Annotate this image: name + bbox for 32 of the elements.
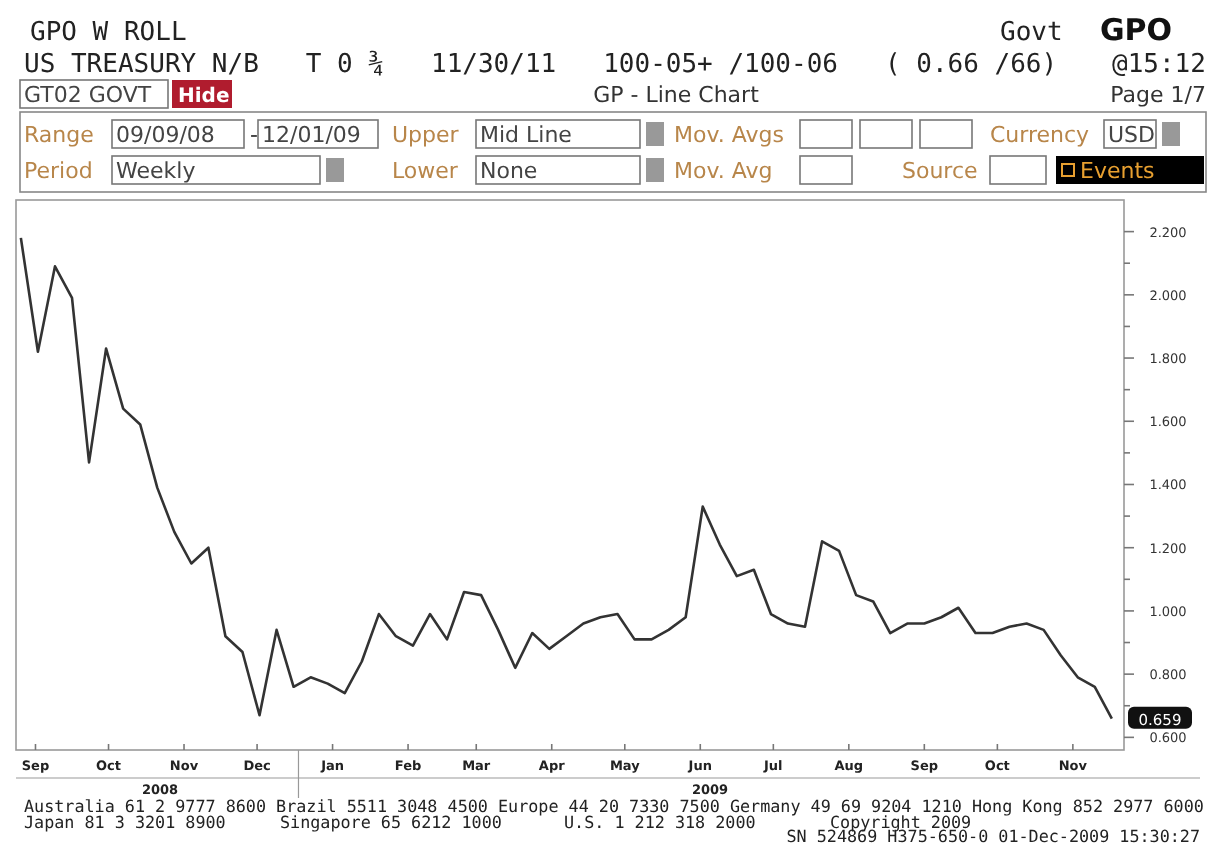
text: - [250,122,258,148]
text: Mov. Avgs [674,122,785,148]
text: Australia 61 2 9777 8600 Brazil 5511 3048 4500 Europe 44 20 7330 7500 Germany 49 69 9204 1210 Hong Kong 852 2977 6000 [24,796,1204,816]
text: US TREASURY N/B T 0 ¾ 11/30/11 100-05+ /100-06 ( 0.66 /66) [24,50,1058,80]
text: Lower [392,158,459,184]
text: Japan 81 3 3201 8900 [24,812,226,832]
text: USD [1108,122,1156,148]
text: None [480,158,538,184]
text: Mid Line [480,122,573,148]
text: GPO [1100,12,1173,48]
text: 12/01/09 [262,122,361,148]
text: Page 1/7 [1110,82,1206,108]
text: Source [902,158,979,184]
text: U.S. 1 212 318 2000 [564,812,756,832]
text: @15:12 [1112,50,1206,80]
text: Upper [392,122,460,148]
text: Weekly [116,158,197,184]
text: 09/09/08 [116,122,215,148]
line-series [19,236,1114,721]
text: Singapore 65 6212 1000 [280,812,502,832]
text: SN 524869 H375-650-0 01-Dec-2009 15:30:27 [786,826,1200,846]
text: GPO W ROLL [30,18,187,48]
text: Events [1080,158,1156,184]
text: Period [24,158,93,184]
text: Copyright 2009 [830,812,972,832]
chart-title: GP - Line Chart [593,82,761,108]
text: Mov. Avg [674,158,773,184]
text: Govt [1000,18,1063,48]
text: Range [24,122,95,148]
text: Hide [178,86,230,108]
text: GT02 GOVT [24,82,152,108]
text: Currency [990,122,1091,148]
